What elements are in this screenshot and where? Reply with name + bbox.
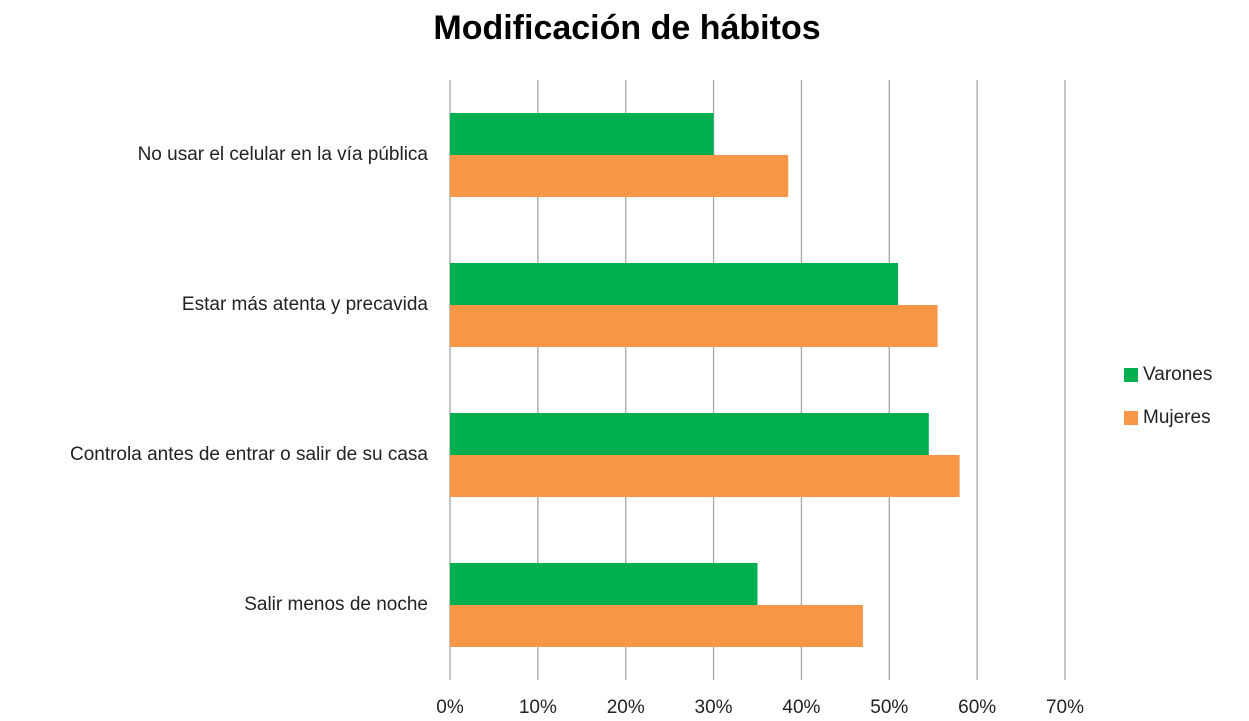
x-tick-label: 30% bbox=[695, 697, 733, 718]
x-tick-label: 70% bbox=[1046, 697, 1084, 718]
x-tick-label: 10% bbox=[519, 697, 557, 718]
x-tick-label: 50% bbox=[870, 697, 908, 718]
bar bbox=[450, 155, 789, 197]
category-label: Estar más atenta y precavida bbox=[182, 294, 428, 315]
bar bbox=[450, 305, 938, 347]
bar bbox=[450, 113, 714, 155]
category-label: Salir menos de noche bbox=[244, 594, 428, 615]
legend-swatch bbox=[1124, 368, 1138, 382]
bar bbox=[450, 263, 899, 305]
category-label: Controla antes de entrar o salir de su c… bbox=[70, 444, 428, 465]
x-tick-label: 20% bbox=[607, 697, 645, 718]
bar bbox=[450, 413, 929, 455]
legend-label: Varones bbox=[1143, 364, 1212, 385]
category-label: No usar el celular en la vía pública bbox=[138, 144, 429, 165]
chart-title: Modificación de hábitos bbox=[433, 9, 820, 47]
bar bbox=[450, 455, 960, 497]
x-tick-label: 40% bbox=[782, 697, 820, 718]
bar bbox=[450, 563, 758, 605]
legend-label: Mujeres bbox=[1143, 407, 1211, 428]
x-tick-label: 0% bbox=[436, 697, 464, 718]
bar bbox=[450, 605, 863, 647]
legend-swatch bbox=[1124, 411, 1138, 425]
x-tick-label: 60% bbox=[958, 697, 996, 718]
